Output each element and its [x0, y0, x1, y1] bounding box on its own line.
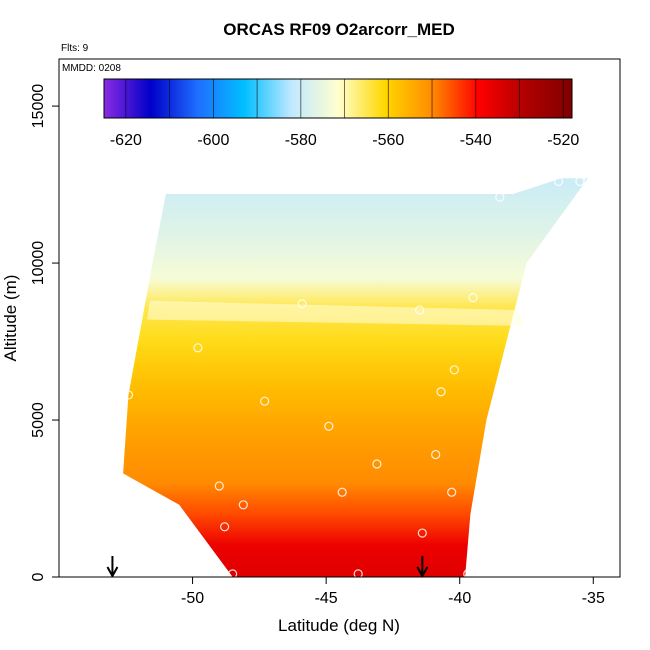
y-tick-label: 10000 — [30, 241, 47, 286]
flight-point — [463, 569, 473, 577]
x-tick-label: -45 — [315, 590, 338, 607]
flights-annotation: Flts: 9 — [61, 43, 89, 54]
x-axis-label: Latitude (deg N) — [278, 616, 400, 635]
x-tick-label: -50 — [181, 590, 204, 607]
y-tick-label: 5000 — [30, 402, 47, 438]
flight-point — [193, 343, 203, 353]
flight-point — [415, 305, 425, 315]
flight-point — [123, 390, 134, 400]
plot-frame — [58, 58, 621, 578]
flight-point — [447, 487, 457, 497]
flight-point — [417, 528, 427, 538]
flight-point — [495, 192, 505, 202]
y-axis-label: Altitude (m) — [1, 275, 20, 362]
colorbar-scale — [103, 78, 573, 119]
flight-point — [150, 192, 160, 202]
colorbar-tick-label: -620 — [110, 132, 142, 149]
flight-point — [436, 387, 446, 397]
flight-point — [553, 176, 564, 187]
x-tick-label: -40 — [448, 590, 471, 607]
y-tick-label: 0 — [30, 572, 47, 581]
flight-point — [238, 500, 248, 510]
location-arrow-head — [416, 566, 429, 577]
flight-point — [324, 421, 334, 431]
location-arrow-head — [106, 566, 119, 577]
date-annotation: MMDD: 0208 — [62, 63, 121, 74]
flight-point — [220, 522, 230, 532]
colorbar-tick-label: -560 — [372, 132, 404, 149]
flight-point — [228, 569, 238, 577]
flight-point — [372, 459, 382, 469]
colorbar-tick-label: -540 — [460, 132, 492, 149]
flight-point — [353, 569, 363, 577]
mid-altitude-band — [147, 300, 524, 326]
flight-point — [260, 396, 270, 406]
colorbar: -620 -600 -580 -560 -540 -520 — [103, 78, 579, 149]
colorbar-tick-label: -520 — [547, 132, 579, 149]
flight-point — [337, 487, 347, 497]
flight-point — [449, 365, 459, 375]
flight-point — [214, 481, 224, 491]
chart-title: ORCAS RF09 O2arcorr_MED — [223, 20, 454, 39]
x-tick-label: -35 — [582, 590, 605, 607]
flight-point — [431, 449, 441, 460]
flight-point — [468, 292, 478, 303]
y-tick-label: 15000 — [30, 84, 47, 129]
flight-point — [484, 434, 494, 444]
colorbar-tick-label: -580 — [285, 132, 317, 149]
flight-point — [297, 299, 307, 309]
data-field — [123, 178, 588, 577]
colorbar-tick-label: -600 — [197, 132, 229, 149]
flight-point — [583, 176, 593, 187]
flight-point — [508, 333, 518, 344]
